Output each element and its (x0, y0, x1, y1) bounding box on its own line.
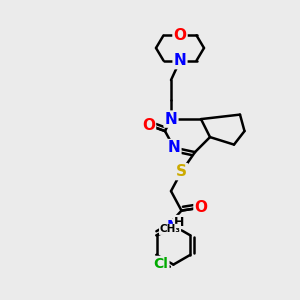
Text: H: H (174, 215, 184, 229)
Text: N: N (165, 112, 177, 127)
Text: O: O (142, 118, 155, 133)
Text: S: S (176, 164, 187, 179)
Text: N: N (167, 220, 180, 235)
Text: N: N (168, 140, 180, 155)
Text: H: H (160, 224, 169, 234)
Text: N: N (174, 53, 186, 68)
Text: O: O (194, 200, 208, 215)
Text: Cl: Cl (154, 257, 169, 271)
Text: CH₃: CH₃ (160, 224, 181, 234)
Text: O: O (173, 28, 187, 43)
